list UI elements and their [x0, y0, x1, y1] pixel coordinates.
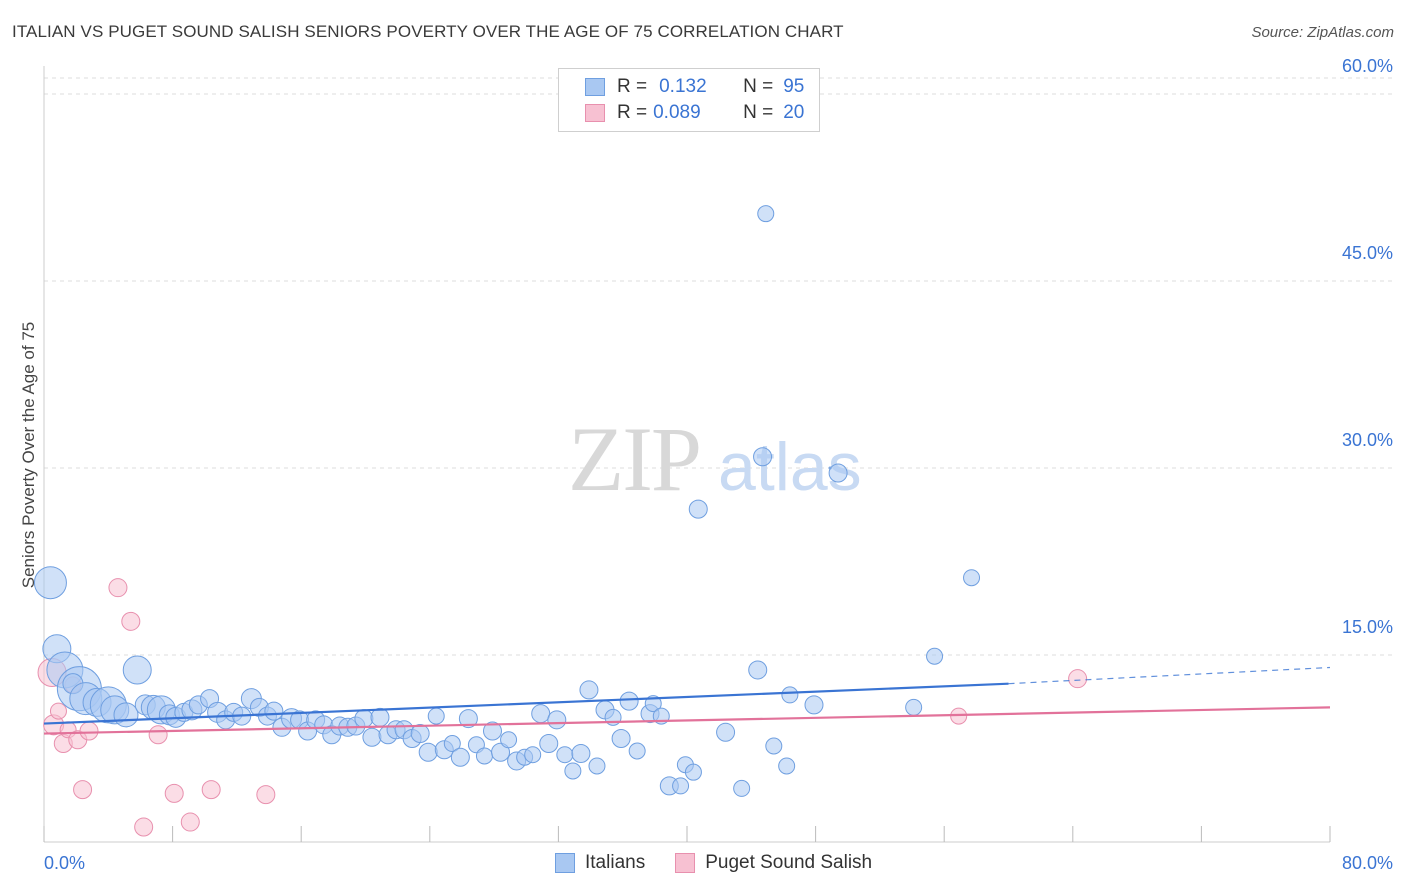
legend-swatch-puget-sound-salish [675, 853, 696, 873]
data-point-italians [828, 463, 848, 483]
data-point-italians [757, 205, 775, 223]
watermark: ZIP atlas [568, 408, 862, 510]
y-axis-title: Seniors Poverty Over the Age of 75 [19, 322, 38, 588]
data-point-puget-sound-salish [180, 812, 200, 832]
chart-title: ITALIAN VS PUGET SOUND SALISH SENIORS PO… [12, 22, 844, 41]
data-point-italians [716, 722, 736, 742]
y-tick-label: 60.0% [1342, 56, 1393, 76]
legend-r-value: 0.132 [659, 76, 707, 97]
data-point-italians [264, 701, 284, 721]
data-point-italians [753, 447, 773, 467]
watermark-zip: ZIP [568, 408, 700, 510]
data-point-italians [804, 695, 824, 715]
legend-label-italians: Italians [585, 852, 646, 873]
correlation-legend: R = 0.132 N = 95 R = 0.089 N = 20 [558, 68, 820, 132]
data-point-italians [781, 686, 799, 704]
data-point-puget-sound-salish [73, 780, 93, 800]
data-point-italians [765, 737, 783, 755]
legend-swatch-italians [585, 78, 605, 96]
legend-label-puget-sound-salish: Puget Sound Salish [705, 852, 873, 873]
data-point-italians [362, 727, 382, 747]
data-point-italians [500, 731, 518, 749]
source-credit: Source: ZipAtlas.com [1251, 24, 1394, 41]
data-point-puget-sound-salish [134, 817, 154, 837]
y-tick-label: 45.0% [1342, 243, 1393, 263]
y-tick-label: 15.0% [1342, 617, 1393, 637]
legend-n-label: N = [743, 102, 774, 123]
data-point-italians [475, 747, 493, 765]
series-legend: Italians Puget Sound Salish [555, 852, 902, 874]
data-point-italians [531, 704, 551, 724]
data-point-italians [556, 746, 574, 764]
legend-item-puget-sound-salish: Puget Sound Salish [675, 852, 872, 874]
data-point-italians [443, 735, 461, 753]
data-point-italians [828, 466, 832, 470]
x-tick-label-min: 0.0% [44, 853, 85, 873]
legend-n-value: 20 [783, 102, 805, 123]
data-point-italians [427, 707, 445, 725]
trend-line-puget-sound-salish [43, 706, 1331, 735]
data-point-italians [458, 709, 478, 729]
data-point-puget-sound-salish [121, 611, 141, 631]
data-point-puget-sound-salish [49, 702, 67, 720]
legend-n-value: 95 [783, 76, 805, 97]
data-point-italians [491, 742, 511, 762]
data-point-italians [778, 757, 796, 775]
data-point-italians [410, 724, 430, 744]
data-point-italians [547, 710, 567, 730]
data-point-italians [524, 746, 542, 764]
data-point-italians [733, 779, 751, 797]
data-point-italians [564, 762, 582, 780]
data-point-italians [370, 707, 390, 727]
data-point-italians [588, 757, 606, 775]
data-point-italians [684, 763, 702, 781]
data-point-puget-sound-salish [79, 721, 99, 741]
data-point-italians [354, 709, 374, 729]
data-point-italians [579, 680, 599, 700]
data-point-puget-sound-salish [108, 578, 128, 598]
data-point-italians [450, 747, 470, 767]
legend-r-label: R = [617, 102, 648, 123]
data-point-puget-sound-salish [1068, 669, 1088, 689]
trend-line-italians-extension [1008, 666, 1331, 685]
data-point-puget-sound-salish [148, 725, 168, 745]
data-point-puget-sound-salish [256, 785, 276, 805]
data-point-italians [611, 729, 631, 749]
data-point-italians [539, 734, 559, 754]
legend-r-value: 0.089 [653, 102, 701, 123]
gridlines [44, 77, 1392, 656]
data-point-italians [122, 655, 152, 685]
data-point-italians [688, 499, 708, 519]
data-point-italians [33, 566, 67, 600]
data-point-italians [926, 647, 944, 665]
data-point-italians [748, 660, 768, 680]
data-point-italians [619, 691, 639, 711]
data-point-italians [482, 721, 502, 741]
legend-n-label: N = [743, 76, 774, 97]
data-point-italians [963, 569, 981, 587]
axis-labels: 15.0% 30.0% 45.0% 60.0% 0.0% 80.0% Seniors Pov… [19, 56, 1393, 873]
data-point-italians [571, 743, 591, 763]
legend-swatch-italians [555, 853, 575, 873]
data-point-italians [113, 702, 139, 728]
data-point-puget-sound-salish [164, 783, 184, 803]
x-tick-label-max: 80.0% [1342, 853, 1393, 873]
data-point-italians [905, 698, 923, 716]
legend-row-italians: R = 0.132 N = 95 [585, 75, 804, 99]
trend-lines [43, 666, 1331, 735]
legend-r-label: R = [617, 76, 648, 97]
legend-item-italians: Italians [555, 852, 645, 874]
data-point-puget-sound-salish [201, 780, 221, 800]
data-point-italians [418, 742, 438, 762]
legend-row-puget-sound-salish: R = 0.089 N = 20 [585, 101, 804, 125]
trend-line-italians [43, 682, 1009, 725]
legend-swatch-puget-sound-salish [585, 104, 605, 122]
y-tick-label: 30.0% [1342, 430, 1393, 450]
axes [43, 66, 1331, 843]
data-point-italians [672, 777, 690, 795]
data-point-italians [628, 742, 646, 760]
